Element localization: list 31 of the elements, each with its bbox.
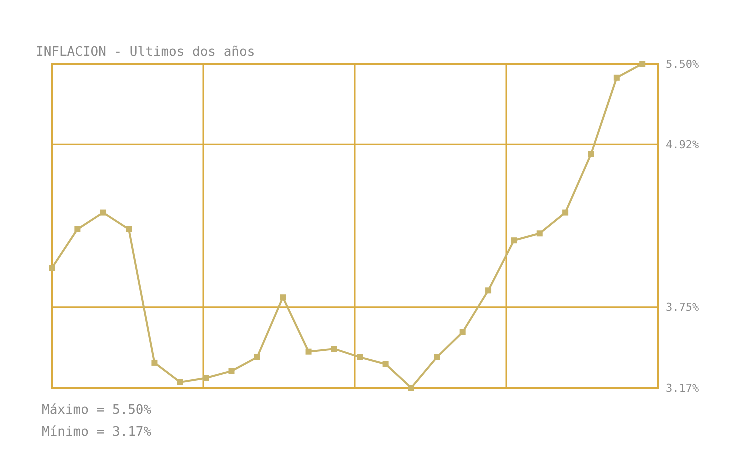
point bbox=[177, 379, 184, 386]
point bbox=[434, 354, 440, 360]
point bbox=[306, 348, 312, 355]
point bbox=[49, 265, 55, 272]
point bbox=[254, 354, 260, 360]
point bbox=[152, 360, 158, 366]
point bbox=[126, 226, 132, 232]
text: Mínimo = 3.17% bbox=[42, 425, 152, 440]
point bbox=[357, 354, 364, 360]
point bbox=[382, 361, 389, 368]
point bbox=[562, 210, 569, 216]
y-tick-label: 4.92% bbox=[666, 138, 700, 152]
point bbox=[203, 375, 210, 382]
y-tick-label: 3.75% bbox=[666, 301, 700, 314]
point bbox=[536, 230, 543, 237]
point bbox=[614, 74, 620, 81]
point bbox=[460, 329, 466, 336]
point bbox=[228, 368, 235, 374]
chart-title: INFLACION - Ultimos dos años bbox=[36, 45, 256, 60]
point bbox=[408, 385, 414, 391]
y-tick-label: 5.50% bbox=[666, 58, 700, 71]
point bbox=[486, 288, 492, 294]
point bbox=[511, 238, 518, 244]
text: Máximo = 5.50% bbox=[42, 403, 152, 418]
point bbox=[100, 210, 106, 216]
point bbox=[640, 61, 646, 67]
point bbox=[280, 294, 286, 301]
point bbox=[74, 226, 81, 232]
point bbox=[588, 151, 594, 158]
point bbox=[331, 346, 338, 352]
y-tick-label: 3.17% bbox=[666, 382, 700, 395]
